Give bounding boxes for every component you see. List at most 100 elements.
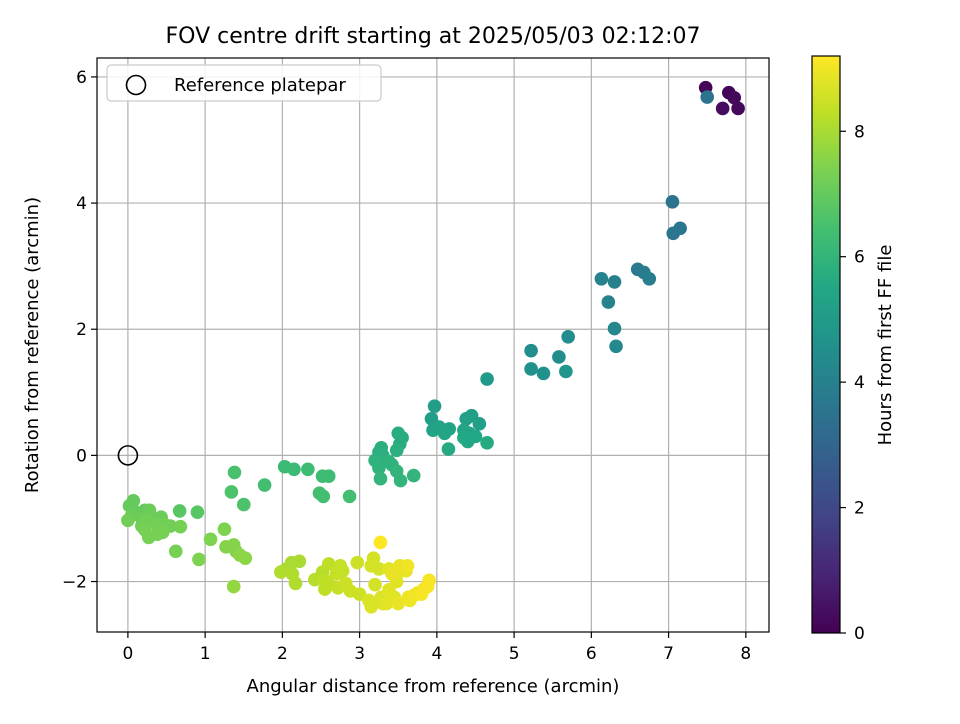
data-point <box>141 530 156 545</box>
data-point <box>335 564 350 578</box>
x-tick-label: 8 <box>740 644 751 664</box>
data-point <box>342 489 357 504</box>
data-point <box>372 461 386 475</box>
legend-marker <box>125 74 147 96</box>
grid-lines <box>97 58 769 632</box>
data-point <box>190 505 205 519</box>
colorbar-tick-label: 0 <box>854 624 865 644</box>
data-point <box>607 321 622 336</box>
data-point <box>372 562 386 576</box>
data-point <box>727 90 742 105</box>
data-point <box>226 579 241 594</box>
data-point <box>406 468 421 483</box>
data-point <box>287 462 301 477</box>
data-point <box>373 535 388 550</box>
data-point <box>472 417 487 431</box>
data-point <box>460 434 475 449</box>
data-point <box>217 522 232 536</box>
colorbar: 0 2 4 6 8 Hours from first FF file <box>811 55 896 644</box>
y-axis-label: Rotation from reference (arcmin) <box>22 197 43 493</box>
colorbar-tick-label: 4 <box>854 373 865 393</box>
reference-platepar-marker <box>117 445 139 466</box>
data-point <box>373 471 388 486</box>
data-point <box>168 544 183 559</box>
data-point <box>274 565 288 579</box>
data-point <box>536 366 551 381</box>
data-point <box>524 362 538 376</box>
data-point <box>416 582 431 596</box>
colorbar-ticks: 0 2 4 6 8 <box>840 122 865 644</box>
data-point <box>700 90 715 104</box>
x-tick-label: 3 <box>354 644 365 664</box>
data-point <box>666 226 681 241</box>
data-point <box>172 504 187 518</box>
data-point <box>400 558 415 573</box>
y-axis-ticks: −2 0 2 4 6 <box>62 68 97 593</box>
data-point <box>288 576 303 591</box>
colorbar-tick-label: 8 <box>854 122 865 142</box>
x-tick-label: 0 <box>122 644 133 664</box>
data-point <box>364 599 379 614</box>
y-tick-label: 0 <box>76 446 87 466</box>
data-point <box>238 551 253 565</box>
chart-title: FOV centre drift starting at 2025/05/03 … <box>166 24 701 49</box>
data-point <box>121 513 135 528</box>
data-point <box>480 435 494 450</box>
data-point <box>318 582 332 596</box>
data-point <box>192 552 206 567</box>
data-point <box>559 364 573 379</box>
data-point <box>437 426 452 441</box>
data-point <box>321 557 336 571</box>
legend-box <box>106 64 382 102</box>
data-point <box>301 462 315 477</box>
data-point <box>594 271 609 286</box>
data-point <box>642 271 657 286</box>
colorbar-tick-label: 6 <box>854 248 865 268</box>
x-axis-label: Angular distance from reference (arcmin) <box>247 676 620 697</box>
data-point <box>236 497 251 512</box>
x-tick-label: 7 <box>663 644 674 664</box>
data-point <box>441 442 456 456</box>
data-point <box>459 412 474 426</box>
x-tick-label: 4 <box>431 644 442 664</box>
data-point <box>715 101 730 116</box>
legend-label: Reference platepar <box>174 75 346 96</box>
y-tick-label: 2 <box>76 320 87 340</box>
legend: Reference platepar <box>106 64 382 102</box>
data-point <box>173 519 188 534</box>
y-tick-label: 4 <box>76 194 87 214</box>
data-point <box>552 350 566 364</box>
x-axis-ticks: 0 1 2 3 4 5 6 7 8 <box>122 632 751 664</box>
data-point <box>257 478 272 492</box>
data-point <box>480 372 494 386</box>
data-point <box>731 101 745 116</box>
data-point <box>607 275 622 289</box>
y-tick-label: −2 <box>62 573 87 593</box>
data-point <box>368 577 382 592</box>
data-point <box>203 532 218 547</box>
data-point <box>321 469 336 484</box>
data-point <box>427 399 442 413</box>
data-point <box>665 195 680 209</box>
colorbar-tick-label: 2 <box>854 499 865 519</box>
data-point <box>426 423 440 437</box>
data-point <box>316 489 331 504</box>
data-point <box>524 343 538 358</box>
colorbar-gradient <box>811 55 841 634</box>
x-tick-label: 5 <box>509 644 520 664</box>
data-point <box>350 555 365 570</box>
y-tick-label: 6 <box>76 68 87 88</box>
x-tick-label: 2 <box>277 644 288 664</box>
data-point <box>393 473 408 488</box>
data-point <box>561 330 575 344</box>
data-point <box>391 596 406 611</box>
colorbar-label: Hours from first FF file <box>875 245 896 446</box>
data-point <box>292 554 307 569</box>
data-point <box>601 295 616 309</box>
data-points <box>121 80 745 614</box>
data-point <box>609 339 623 354</box>
data-point <box>227 465 242 480</box>
x-tick-label: 1 <box>200 644 211 664</box>
data-point <box>224 485 239 499</box>
